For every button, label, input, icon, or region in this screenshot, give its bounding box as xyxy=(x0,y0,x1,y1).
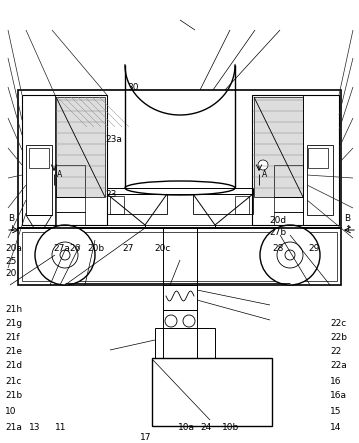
Text: 22: 22 xyxy=(330,347,341,357)
Circle shape xyxy=(165,315,177,327)
Text: A: A xyxy=(262,170,267,179)
Bar xyxy=(107,194,167,214)
Text: ↑: ↑ xyxy=(344,224,351,233)
Bar xyxy=(22,232,337,281)
Text: 20d: 20d xyxy=(269,215,286,225)
Text: 20a: 20a xyxy=(5,244,22,253)
Bar xyxy=(110,196,124,214)
Circle shape xyxy=(258,160,268,170)
Text: 21b: 21b xyxy=(5,392,22,400)
Text: 20: 20 xyxy=(5,268,17,277)
Bar xyxy=(56,212,85,225)
Text: 23a: 23a xyxy=(105,135,122,144)
Bar xyxy=(254,97,303,197)
Circle shape xyxy=(285,250,295,260)
Text: 21h: 21h xyxy=(5,306,22,315)
Bar xyxy=(274,212,303,225)
Bar xyxy=(56,97,105,197)
Bar xyxy=(163,310,197,328)
Text: 11: 11 xyxy=(55,423,66,431)
Bar xyxy=(56,165,85,197)
Text: B: B xyxy=(344,214,350,222)
Bar xyxy=(56,197,85,212)
Bar xyxy=(152,358,272,426)
Bar xyxy=(193,194,253,214)
Bar xyxy=(155,328,215,358)
Bar xyxy=(26,145,52,215)
Bar xyxy=(252,95,339,225)
Text: 21g: 21g xyxy=(5,319,22,329)
Circle shape xyxy=(183,315,195,327)
Text: 20b: 20b xyxy=(87,244,104,253)
Circle shape xyxy=(277,242,303,268)
Bar xyxy=(18,228,341,285)
Bar xyxy=(308,148,328,168)
Text: 21c: 21c xyxy=(5,377,22,385)
Text: 21d: 21d xyxy=(5,361,22,370)
Bar xyxy=(235,196,249,214)
Circle shape xyxy=(60,250,70,260)
Text: 25: 25 xyxy=(5,257,17,267)
Text: 28: 28 xyxy=(272,244,283,253)
Text: 21e: 21e xyxy=(5,347,22,357)
Text: 27a: 27a xyxy=(53,244,70,253)
Text: 27: 27 xyxy=(122,244,134,253)
Circle shape xyxy=(52,242,78,268)
Text: 21f: 21f xyxy=(5,334,20,342)
Text: ↓: ↓ xyxy=(8,224,15,233)
Text: 27b: 27b xyxy=(269,228,286,237)
Circle shape xyxy=(35,225,95,285)
Text: A: A xyxy=(57,170,62,179)
Text: B: B xyxy=(8,214,14,222)
Bar xyxy=(107,188,253,194)
Bar xyxy=(22,95,107,225)
Text: 22a: 22a xyxy=(330,361,347,370)
Circle shape xyxy=(260,225,320,285)
Text: 29: 29 xyxy=(308,244,320,253)
Bar xyxy=(18,90,341,228)
Text: 23: 23 xyxy=(105,190,116,198)
Bar xyxy=(307,145,333,215)
Text: 10: 10 xyxy=(5,407,17,416)
Text: 26: 26 xyxy=(69,244,80,253)
Text: 10a: 10a xyxy=(178,423,195,431)
Text: 24: 24 xyxy=(200,423,211,431)
Text: 20c: 20c xyxy=(154,244,171,253)
Text: 13: 13 xyxy=(29,423,41,431)
Text: 22b: 22b xyxy=(330,334,347,342)
Bar xyxy=(274,197,303,212)
Text: 16a: 16a xyxy=(330,392,347,400)
Bar xyxy=(163,285,197,310)
Text: 22c: 22c xyxy=(330,319,346,329)
Text: 30: 30 xyxy=(127,82,139,92)
Text: 21a: 21a xyxy=(5,423,22,431)
Text: 16: 16 xyxy=(330,377,341,385)
Text: 14: 14 xyxy=(330,423,341,431)
Bar xyxy=(274,165,303,197)
Bar xyxy=(29,148,49,168)
Text: 15: 15 xyxy=(330,407,341,416)
Text: 10b: 10b xyxy=(222,423,239,431)
Text: 17: 17 xyxy=(140,432,151,442)
